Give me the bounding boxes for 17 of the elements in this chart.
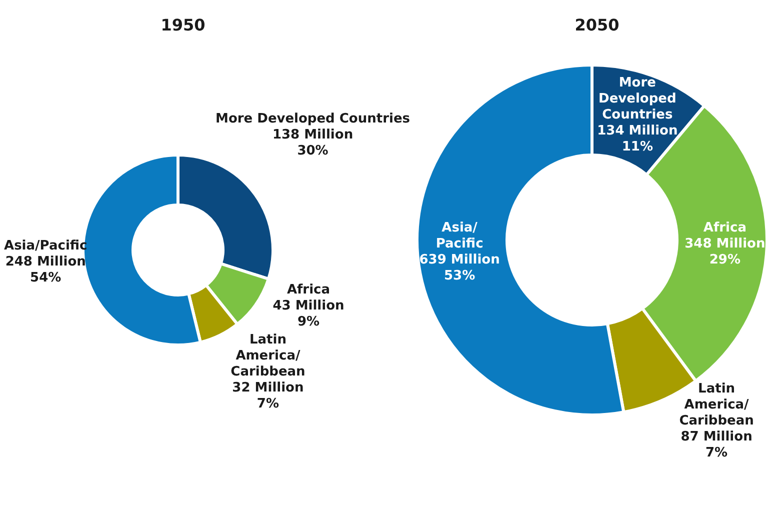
data-label: 348 Million 29% — [684, 236, 766, 268]
slice-label: More Developed Countries — [216, 112, 410, 126]
data-label: 639 Million 53% — [419, 252, 500, 284]
data-label: 248 Million 54% — [5, 254, 86, 286]
slice-label: Asia/ Pacific — [436, 220, 484, 252]
slice-label: Africa — [703, 220, 746, 236]
chart-title: 1950 — [160, 16, 206, 34]
data-label: 134 Million 11% — [597, 123, 678, 154]
data-label: 32 Million 7% — [232, 380, 304, 412]
data-label: 43 Million 9% — [272, 298, 344, 330]
data-label: 87 Million 7% — [680, 429, 752, 460]
chart-title: 2050 — [574, 16, 620, 34]
slice-label: Latin America/ Caribbean — [679, 381, 754, 428]
slice-label: Latin America/ Caribbean — [230, 332, 306, 380]
slice-label: Africa — [286, 282, 330, 298]
data-label: 138 Million 30% — [272, 128, 354, 158]
slice-label: More Developed Countries — [598, 75, 676, 122]
